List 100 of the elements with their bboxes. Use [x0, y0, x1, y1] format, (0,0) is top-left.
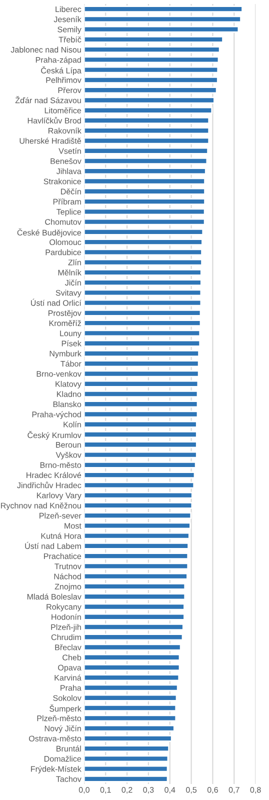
bar [84, 309, 202, 316]
y-tick-label: Šumperk [50, 704, 82, 714]
y-tick-label: Louny [60, 330, 82, 338]
y-tick-label: Tábor [60, 360, 82, 367]
bar [84, 745, 170, 752]
y-tick-label: Třebíč [58, 36, 82, 42]
y-tick-label: Svitavy [56, 290, 82, 298]
y-tick-label: Praha-východ [32, 411, 81, 419]
y-tick-label: Benešov [50, 158, 82, 164]
y-tick-label: Žďár nad Sázavou [15, 96, 81, 104]
bar [84, 46, 220, 54]
bar [84, 178, 206, 185]
y-tick-label: Kutná Hora [41, 532, 82, 539]
bar [84, 775, 168, 782]
bar [84, 218, 206, 226]
bar [84, 16, 242, 23]
bar [84, 734, 172, 742]
bar [84, 472, 196, 479]
y-tick-label: Písek [62, 340, 82, 346]
bar [84, 248, 202, 256]
bar [84, 86, 218, 94]
y-tick-label: Rokycany [46, 604, 82, 612]
bar [84, 694, 178, 702]
y-tick-label: Ostrava-město [28, 735, 82, 742]
y-tick-label: Olomouc [50, 239, 82, 246]
bar [84, 6, 243, 13]
bar [84, 420, 198, 428]
bar [84, 96, 215, 104]
bar [84, 512, 192, 520]
bar [84, 66, 219, 74]
bar [84, 289, 202, 296]
bar [84, 299, 202, 306]
y-tick-label: Domažlice [44, 756, 82, 762]
y-tick-label: Semily [58, 26, 82, 34]
y-tick-label: Teplice [56, 208, 82, 216]
bar [84, 147, 208, 154]
y-tick-label: Česká Lípa [41, 66, 82, 76]
bar [84, 542, 189, 550]
y-tick-label: Rakovník [48, 128, 82, 134]
bar [84, 755, 169, 762]
bar [84, 502, 193, 509]
y-tick-label: Plzeň-jih [51, 624, 81, 632]
y-tick-label: Jeseník [54, 16, 82, 22]
y-tick-label: Ústí nad Labem [25, 542, 81, 549]
bar [84, 258, 202, 266]
y-tick-label: Rychnov nad Kněžnou [1, 502, 81, 510]
bar [84, 36, 224, 43]
y-tick-label: Prostějov [48, 310, 82, 318]
y-tick-label: Pelhřimov [46, 77, 82, 83]
bar [84, 664, 180, 671]
y-tick-label: Uherské Hradiště [20, 138, 82, 144]
bar [84, 532, 190, 540]
x-tick-label: 0,3 [143, 786, 154, 794]
y-tick-label: Frýdek-Místek [31, 766, 82, 774]
x-tick-label: 0,5 [186, 786, 197, 794]
y-tick-label: Vsetín [58, 148, 81, 154]
bar [84, 320, 202, 327]
y-tick-label: Jablonec nad Nisou [10, 46, 81, 53]
y-tick-label: Kolín [64, 421, 81, 428]
bar [84, 674, 180, 682]
bar [84, 228, 204, 236]
y-tick-label: Brno-město [40, 462, 82, 468]
y-tick-label: Chrudim [51, 634, 81, 640]
bar [84, 127, 210, 134]
bar [84, 441, 198, 448]
bar [84, 492, 193, 499]
bar [84, 350, 200, 357]
bar [84, 106, 213, 114]
y-tick-label: Jindřichův Hradec [17, 482, 82, 488]
y-tick-label: Hodonín [52, 614, 81, 620]
y-tick-label: Bruntál [56, 746, 81, 752]
bar [84, 461, 196, 468]
x-tick-label: 0,0 [78, 786, 90, 794]
bar [84, 624, 184, 630]
y-tick-label: Havlíčkův Brod [28, 116, 81, 124]
bar [84, 400, 198, 408]
y-tick-label: Zlín [68, 259, 81, 266]
bar [84, 380, 199, 388]
bar [84, 198, 206, 206]
bar [84, 158, 208, 164]
bar [84, 552, 189, 560]
bar [84, 117, 210, 124]
y-tick-label: Litoměřice [44, 107, 82, 114]
x-tick-label: 0,6 [207, 786, 218, 794]
bar [84, 370, 200, 378]
bar [84, 26, 240, 33]
y-tick-label: Karviná [54, 674, 82, 681]
y-tick-label: Brno-venkov [36, 370, 82, 377]
y-tick-label: Chomutov [45, 218, 82, 225]
y-tick-label: Jihlava [56, 168, 82, 174]
y-tick-label: Náchod [54, 573, 81, 580]
bar [84, 704, 177, 712]
bar [84, 238, 203, 246]
y-tick-label: Nymburk [50, 350, 82, 358]
bar [84, 410, 198, 418]
bar [84, 279, 202, 286]
bar [84, 582, 186, 590]
y-tick-label: Přerov [58, 87, 82, 94]
y-tick-label: Karlovy Vary [37, 492, 82, 500]
y-tick-label: Mladá Boleslav [27, 594, 82, 600]
